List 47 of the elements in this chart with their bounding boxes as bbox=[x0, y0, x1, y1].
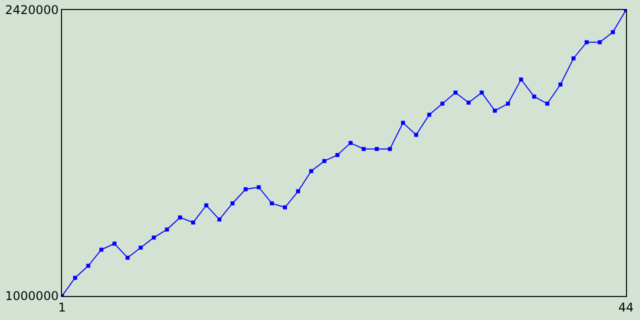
point bbox=[73, 276, 78, 280]
point bbox=[296, 189, 300, 194]
y-tick-label: 2420000 bbox=[5, 3, 59, 18]
point bbox=[610, 30, 615, 34]
point bbox=[309, 169, 314, 174]
point bbox=[348, 140, 353, 145]
point bbox=[86, 264, 90, 268]
point bbox=[374, 146, 379, 151]
point bbox=[112, 242, 116, 246]
point bbox=[388, 146, 392, 151]
point bbox=[598, 40, 602, 44]
point bbox=[414, 132, 418, 137]
point bbox=[204, 203, 208, 208]
point bbox=[558, 82, 562, 87]
point bbox=[99, 248, 104, 252]
y-tick-label: 1000000 bbox=[5, 289, 59, 304]
point bbox=[191, 220, 196, 224]
point bbox=[466, 100, 471, 105]
point bbox=[152, 236, 156, 240]
point bbox=[427, 112, 432, 117]
point bbox=[178, 215, 182, 220]
point bbox=[362, 146, 366, 151]
point bbox=[164, 228, 169, 232]
x-tick-label: 44 bbox=[618, 300, 634, 314]
point bbox=[322, 159, 326, 164]
point bbox=[572, 56, 576, 60]
point bbox=[519, 77, 524, 82]
point bbox=[138, 246, 143, 250]
point bbox=[217, 217, 222, 222]
point bbox=[126, 256, 130, 260]
point bbox=[335, 153, 340, 158]
point bbox=[230, 201, 235, 206]
line-series bbox=[62, 10, 626, 296]
point bbox=[256, 185, 261, 190]
x-tick-label: 1 bbox=[58, 300, 66, 314]
point bbox=[545, 102, 550, 106]
point bbox=[270, 201, 274, 206]
point bbox=[401, 120, 406, 125]
point bbox=[440, 102, 444, 106]
point bbox=[532, 94, 536, 99]
point bbox=[244, 187, 248, 192]
point bbox=[492, 108, 497, 113]
point bbox=[453, 90, 458, 95]
point bbox=[480, 90, 484, 95]
point bbox=[584, 40, 589, 44]
point bbox=[506, 102, 510, 106]
point bbox=[282, 205, 287, 210]
